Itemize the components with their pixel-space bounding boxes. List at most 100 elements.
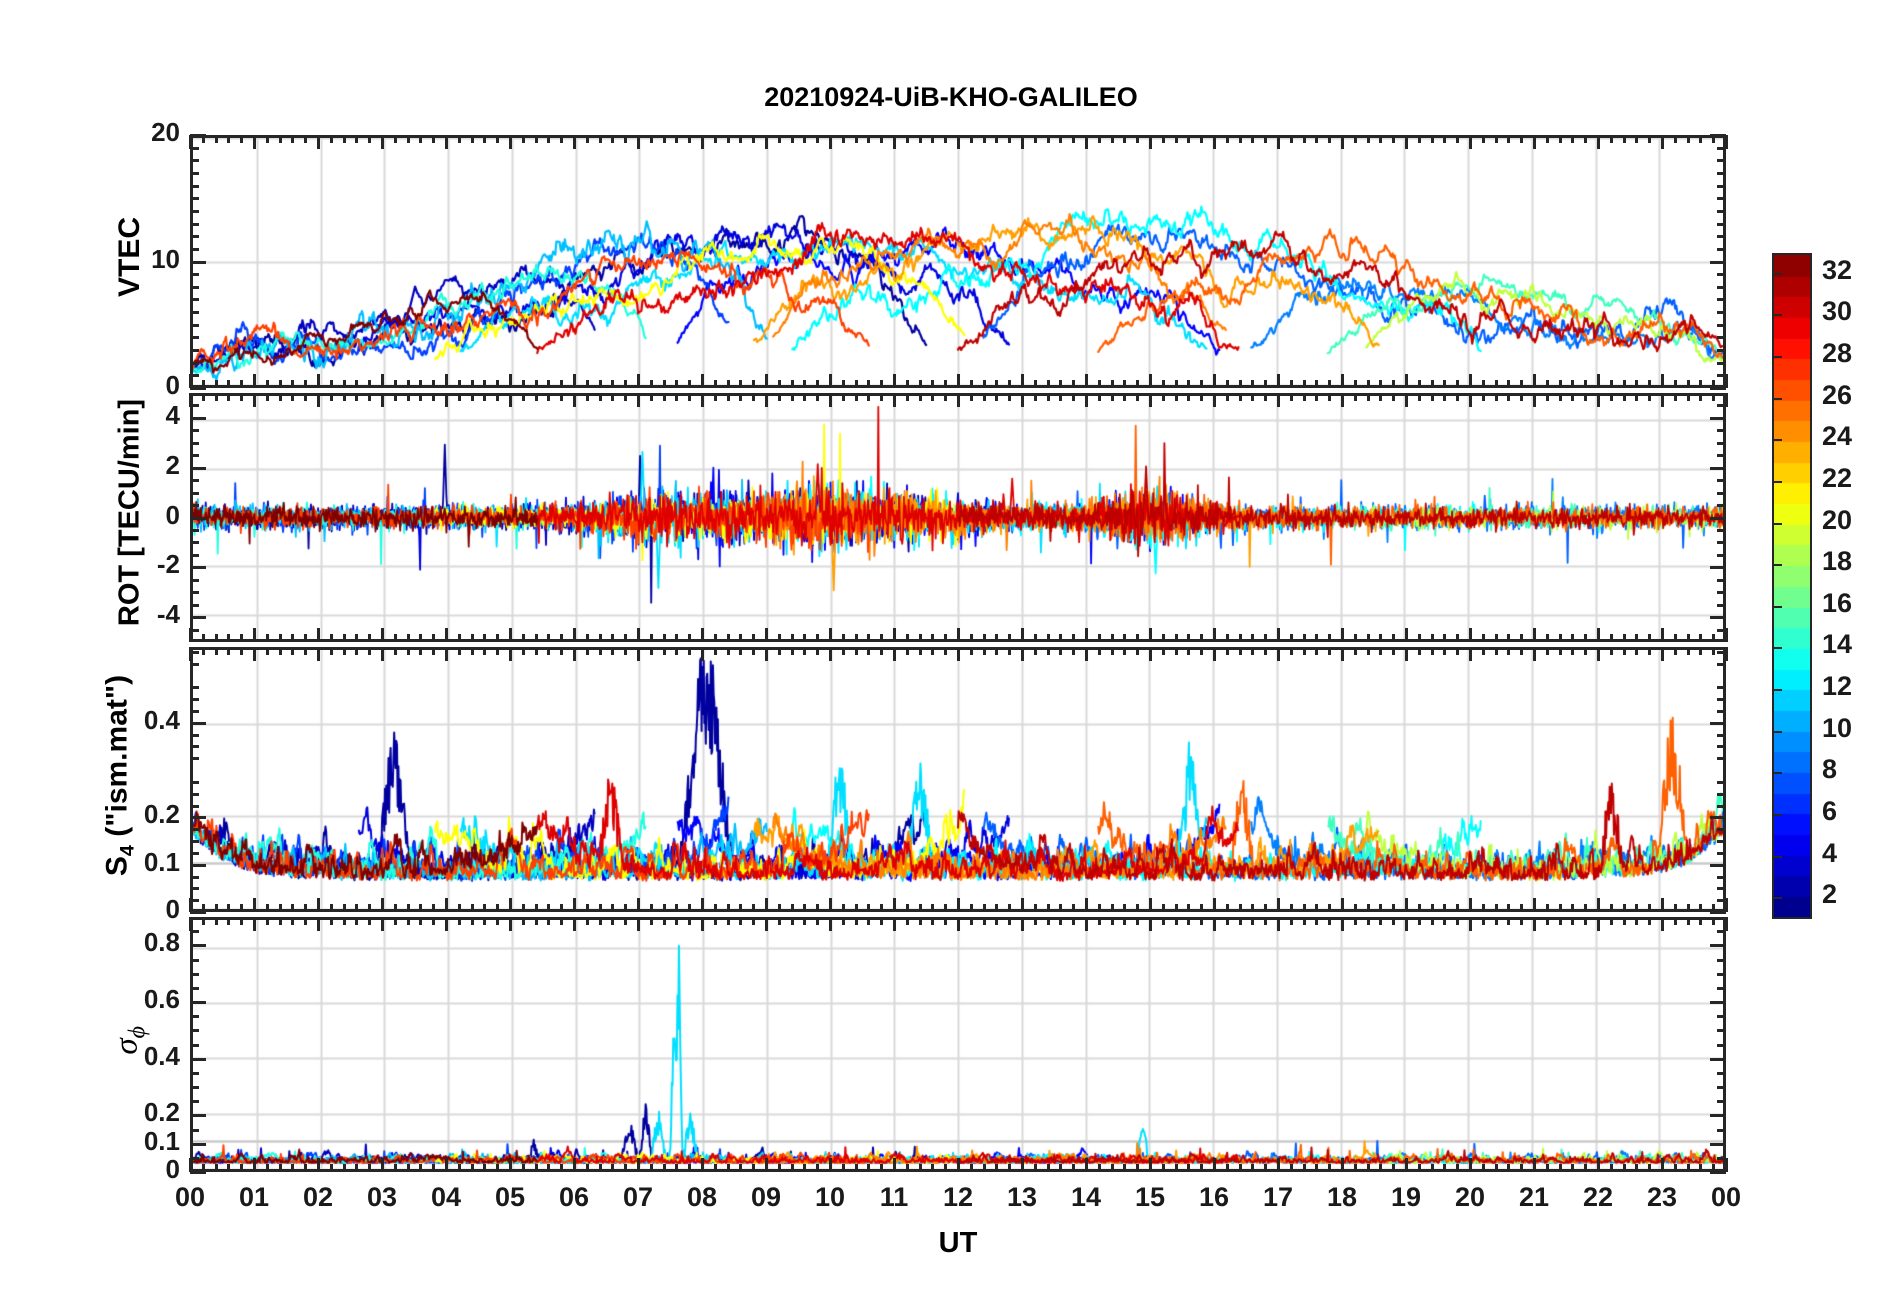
xtick-minor-p1: [624, 380, 627, 388]
colorbar-tick-12: [1772, 689, 1782, 692]
xtick-major-p3: [444, 647, 448, 661]
xtick-major-p2: [1404, 393, 1408, 407]
xtick-minor-p4: [1175, 917, 1178, 925]
xtick-minor-p1: [855, 380, 858, 388]
xtick-major-p4: [1404, 1158, 1408, 1172]
xtick-minor-p3: [304, 647, 307, 655]
xtick-minor-p3: [663, 904, 666, 912]
xtick-minor-p3: [739, 647, 742, 655]
xtick-minor-p1: [496, 380, 499, 388]
xtick-minor-p2: [1392, 634, 1395, 642]
xtick-label-13-13: 13: [1006, 1182, 1038, 1212]
xtick-minor-p1: [471, 380, 474, 388]
xtick-minor-p2: [355, 393, 358, 401]
xtick-minor-p1: [1239, 135, 1242, 143]
xtick-minor-p1: [1175, 135, 1178, 143]
xtick-minor-p4: [535, 917, 538, 925]
xtick-minor-p4: [906, 1164, 909, 1172]
xtick-minor-p4: [1610, 917, 1613, 925]
ytick-label-p1: 10: [151, 243, 180, 274]
xtick-minor-p1: [343, 135, 346, 143]
xtick-minor-p2: [1123, 634, 1126, 642]
xtick-minor-p2: [803, 634, 806, 642]
xtick-minor-p2: [547, 393, 550, 401]
xtick-minor-p3: [240, 647, 243, 655]
xtick-major-p2: [892, 628, 896, 642]
colorbar-tick-label-30: 30: [1822, 296, 1853, 327]
xtick-major-p3: [1020, 647, 1024, 661]
ytick-minor-p4: [1717, 1114, 1726, 1117]
xtick-minor-p4: [1379, 917, 1382, 925]
xtick-minor-p4: [1059, 917, 1062, 925]
ytick-label-p2: 4: [165, 399, 180, 430]
ytick-major-p2: [190, 416, 206, 420]
xtick-major-p3: [956, 898, 960, 912]
xtick-minor-p1: [778, 380, 781, 388]
xtick-minor-p2: [535, 634, 538, 642]
xtick-major-p1: [1148, 374, 1152, 388]
xtick-minor-p2: [1367, 393, 1370, 401]
colorbar-tick-label-32: 32: [1822, 254, 1853, 285]
xtick-minor-p4: [1392, 1164, 1395, 1172]
xtick-minor-p3: [1443, 904, 1446, 912]
xtick-minor-p2: [995, 634, 998, 642]
xtick-minor-p1: [1507, 380, 1510, 388]
xtick-major-p4: [252, 917, 256, 931]
xtick-minor-p1: [791, 135, 794, 143]
xtick-minor-p4: [304, 917, 307, 925]
xtick-major-p4: [1212, 917, 1216, 931]
xtick-minor-p3: [1111, 647, 1114, 655]
xtick-minor-p3: [1648, 904, 1651, 912]
xtick-major-p3: [892, 647, 896, 661]
ytick-minor-p2: [190, 492, 199, 495]
xtick-minor-p1: [688, 380, 691, 388]
xtick-minor-p4: [650, 1164, 653, 1172]
xtick-minor-p2: [1648, 393, 1651, 401]
xtick-minor-p2: [1187, 393, 1190, 401]
xtick-minor-p2: [560, 393, 563, 401]
ytick-minor-p3: [1717, 887, 1726, 890]
ytick-minor-p2: [1717, 529, 1726, 532]
xtick-minor-p3: [1635, 647, 1638, 655]
xtick-minor-p2: [1251, 393, 1254, 401]
ytick-minor-p2: [190, 579, 199, 582]
xtick-minor-p2: [1315, 393, 1318, 401]
xtick-major-p2: [572, 628, 576, 642]
xtick-minor-p2: [1392, 393, 1395, 401]
xtick-minor-p3: [944, 647, 947, 655]
xtick-minor-p2: [368, 634, 371, 642]
xtick-minor-p3: [227, 904, 230, 912]
ytick-minor-p1: [1717, 210, 1726, 213]
xtick-minor-p4: [855, 917, 858, 925]
panel-s4: [190, 647, 1726, 912]
xtick-minor-p3: [419, 647, 422, 655]
xtick-major-p1: [1660, 374, 1664, 388]
xtick-minor-p2: [816, 634, 819, 642]
xtick-minor-p1: [483, 380, 486, 388]
ytick-major-p1: [1710, 260, 1726, 264]
xtick-minor-p4: [1443, 917, 1446, 925]
xtick-minor-p1: [1123, 380, 1126, 388]
ytick-minor-p1: [1717, 311, 1726, 314]
xtick-minor-p1: [778, 135, 781, 143]
xtick-minor-p1: [1367, 380, 1370, 388]
xtick-minor-p2: [1226, 393, 1229, 401]
ytick-minor-p4: [190, 1086, 199, 1089]
xtick-minor-p2: [368, 393, 371, 401]
xtick-major-p2: [1596, 393, 1600, 407]
xtick-minor-p1: [1008, 380, 1011, 388]
ytick-minor-p3: [1717, 745, 1726, 748]
ytick-minor-p4: [1717, 1086, 1726, 1089]
ytick-minor-p2: [190, 529, 199, 532]
xtick-label-03-3: 03: [366, 1182, 398, 1212]
xtick-minor-p4: [432, 1164, 435, 1172]
xtick-minor-p3: [1034, 904, 1037, 912]
xtick-minor-p3: [970, 904, 973, 912]
xtick-minor-p2: [727, 393, 730, 401]
xtick-minor-p2: [842, 634, 845, 642]
xtick-minor-p3: [1456, 647, 1459, 655]
xtick-minor-p2: [291, 393, 294, 401]
xtick-label-02-2: 02: [302, 1182, 334, 1212]
xtick-major-p3: [764, 647, 768, 661]
xtick-major-p2: [508, 628, 512, 642]
